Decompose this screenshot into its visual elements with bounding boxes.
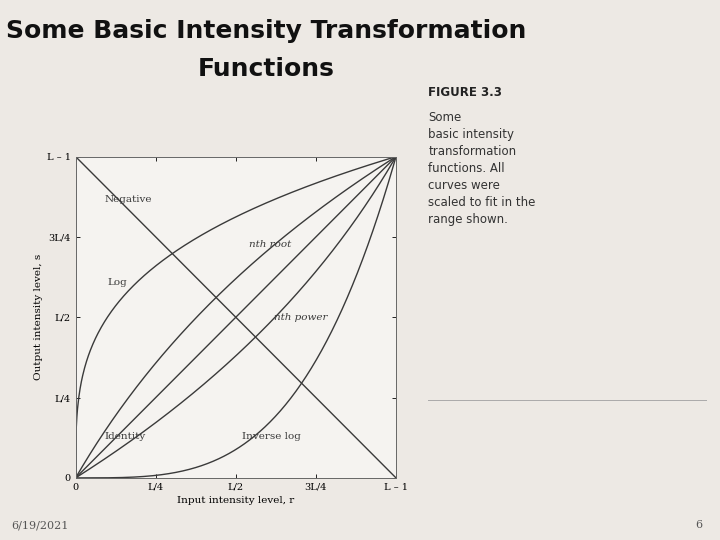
Y-axis label: Output intensity level, s: Output intensity level, s xyxy=(34,254,42,380)
Text: nth power: nth power xyxy=(274,313,328,322)
Text: Some Basic Intensity Transformation: Some Basic Intensity Transformation xyxy=(6,19,526,43)
Text: Identity: Identity xyxy=(104,433,145,441)
Text: 6: 6 xyxy=(695,520,702,530)
Text: Log: Log xyxy=(108,278,127,287)
Text: Inverse log: Inverse log xyxy=(242,433,301,441)
Text: Functions: Functions xyxy=(198,57,335,80)
Text: Some
basic intensity
transformation
functions. All
curves were
scaled to fit in : Some basic intensity transformation func… xyxy=(428,111,536,226)
Text: FIGURE 3.3: FIGURE 3.3 xyxy=(428,86,503,99)
Text: nth root: nth root xyxy=(248,240,291,248)
X-axis label: Input intensity level, r: Input intensity level, r xyxy=(177,496,294,505)
Text: 6/19/2021: 6/19/2021 xyxy=(11,520,68,530)
Text: Negative: Negative xyxy=(104,194,152,204)
